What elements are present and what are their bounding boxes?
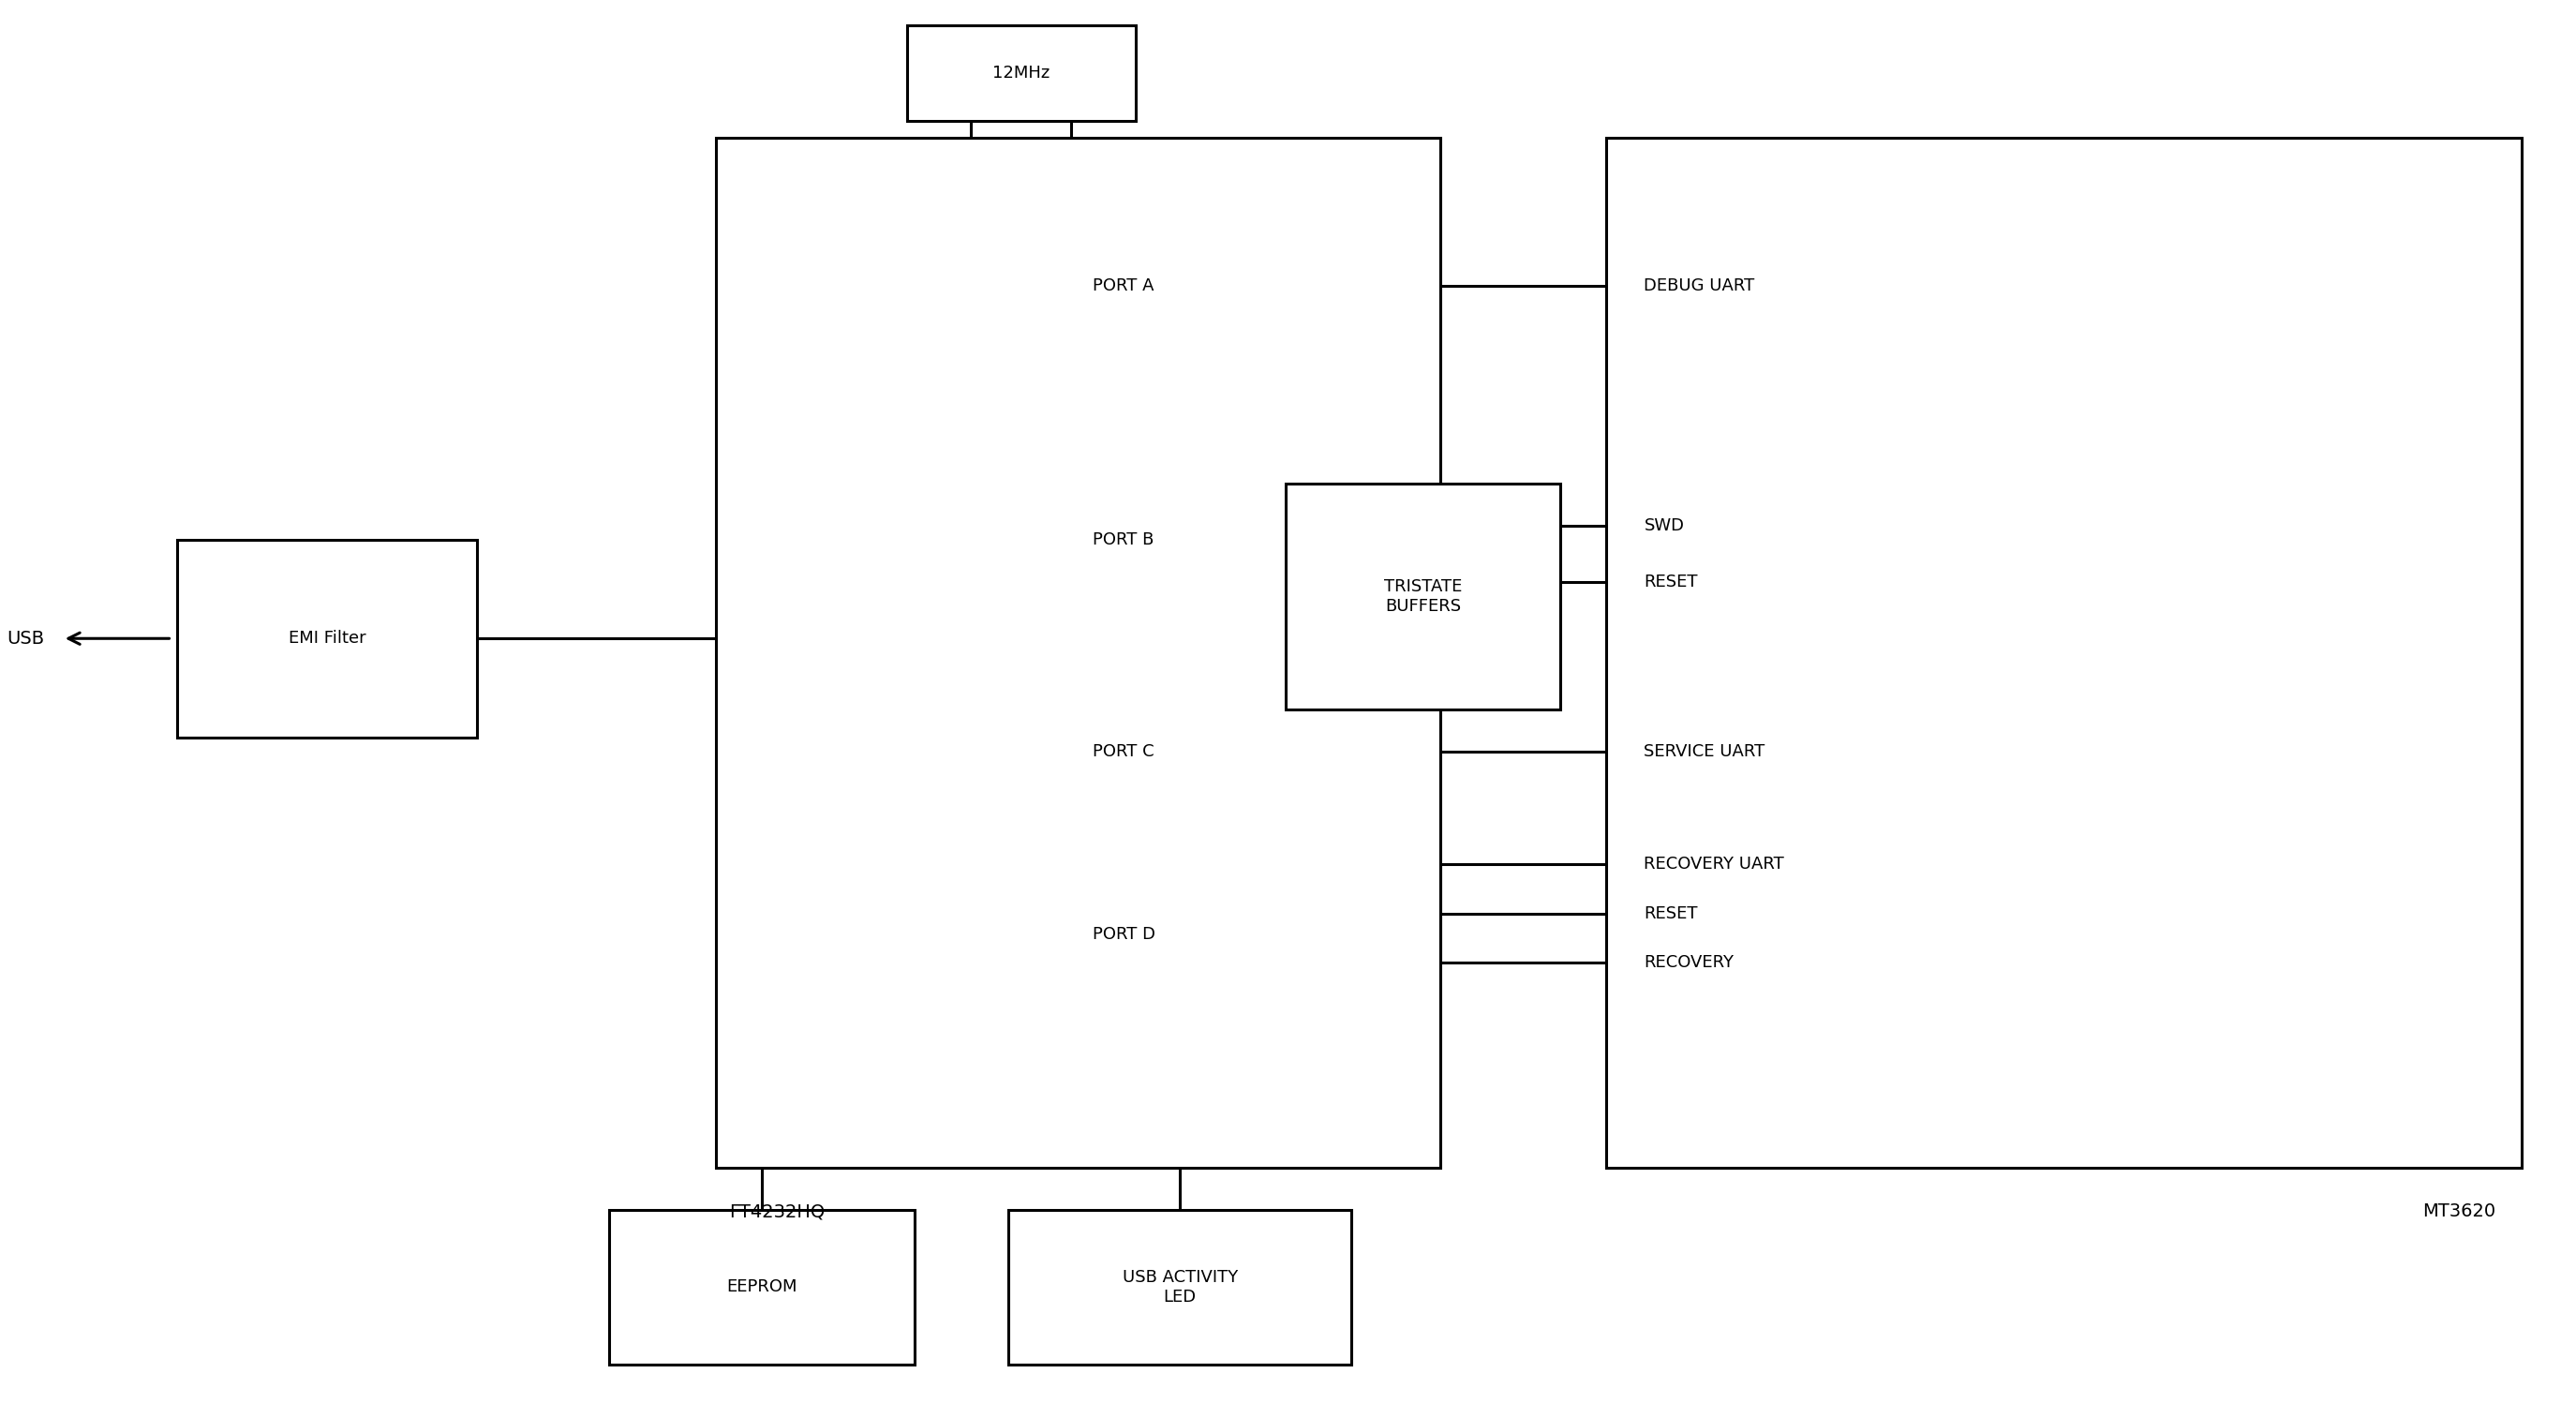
- Text: FT4232HQ: FT4232HQ: [729, 1202, 824, 1221]
- Text: MT3620: MT3620: [2421, 1202, 2496, 1221]
- Text: 12MHz: 12MHz: [992, 65, 1051, 81]
- Text: USB ACTIVITY
LED: USB ACTIVITY LED: [1123, 1269, 1239, 1306]
- Text: DEBUG UART: DEBUG UART: [1643, 278, 1754, 295]
- Text: RECOVERY UART: RECOVERY UART: [1643, 855, 1785, 872]
- Bar: [178, 540, 477, 737]
- Text: RESET: RESET: [1643, 905, 1698, 922]
- Bar: [907, 26, 1136, 121]
- Text: EMI Filter: EMI Filter: [289, 630, 366, 647]
- Text: PORT C: PORT C: [1092, 743, 1154, 760]
- Text: USB: USB: [8, 630, 44, 648]
- Text: SWD: SWD: [1643, 518, 1685, 535]
- Text: SERVICE UART: SERVICE UART: [1643, 743, 1765, 760]
- Text: PORT A: PORT A: [1092, 278, 1154, 295]
- Text: RESET: RESET: [1643, 574, 1698, 590]
- Text: EEPROM: EEPROM: [726, 1279, 796, 1296]
- Text: PORT D: PORT D: [1092, 926, 1157, 943]
- Bar: [611, 1210, 914, 1364]
- Text: TRISTATE
BUFFERS: TRISTATE BUFFERS: [1383, 579, 1463, 614]
- Bar: [716, 138, 1440, 1167]
- Bar: [1605, 138, 2522, 1167]
- Bar: [1285, 484, 1561, 709]
- Text: PORT B: PORT B: [1092, 532, 1154, 549]
- Bar: [1007, 1210, 1352, 1364]
- Text: RECOVERY: RECOVERY: [1643, 954, 1734, 971]
